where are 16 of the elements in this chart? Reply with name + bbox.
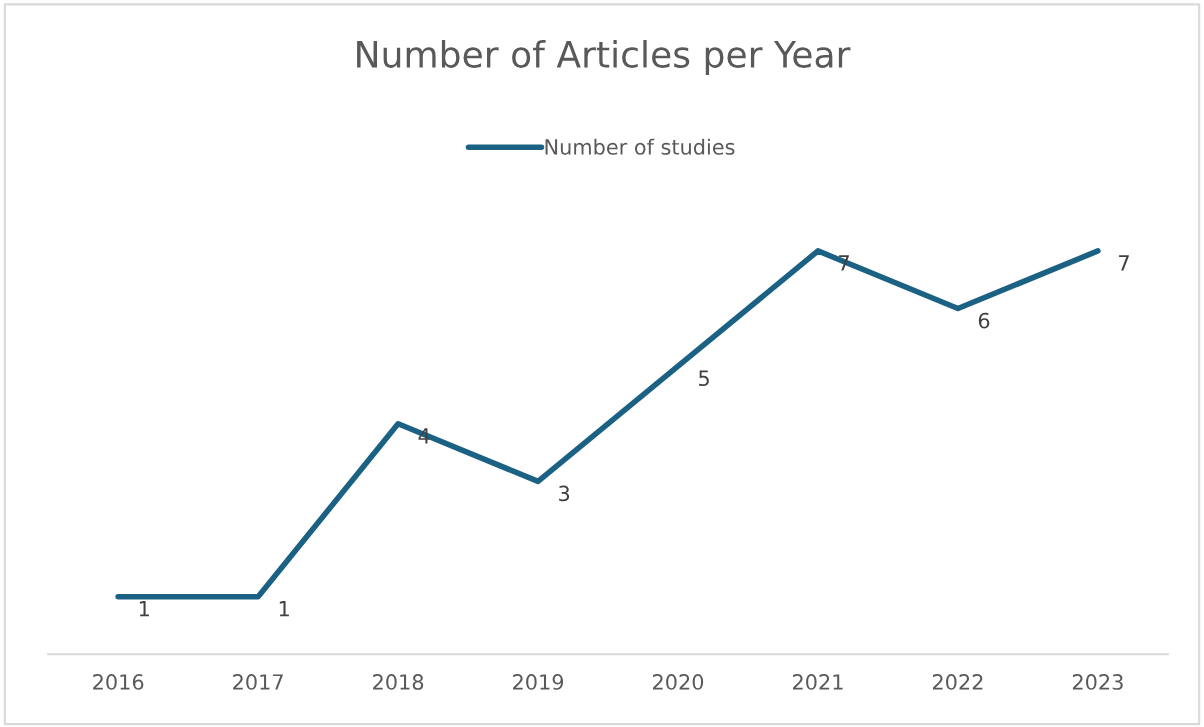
data-label: 3 — [559, 485, 570, 502]
data-label: 5 — [699, 370, 709, 387]
x-tick-label: 2018 — [373, 674, 424, 690]
x-tick-label: 2020 — [653, 674, 704, 690]
legend-label: Number of studies — [545, 138, 735, 155]
data-label: 1 — [139, 601, 149, 617]
x-tick-label: 2017 — [233, 674, 283, 690]
x-tick-label: 2021 — [792, 674, 843, 690]
chart-title: Number of Articles per Year — [357, 39, 851, 75]
data-label: 1 — [279, 601, 289, 617]
data-label: 6 — [978, 312, 990, 329]
x-tick-label: 2019 — [513, 674, 564, 690]
x-tick-label: 2022 — [932, 674, 983, 690]
x-tick-label: 2023 — [1072, 674, 1123, 690]
x-tick-label: 2016 — [93, 674, 144, 690]
data-label: 7 — [1119, 255, 1129, 271]
